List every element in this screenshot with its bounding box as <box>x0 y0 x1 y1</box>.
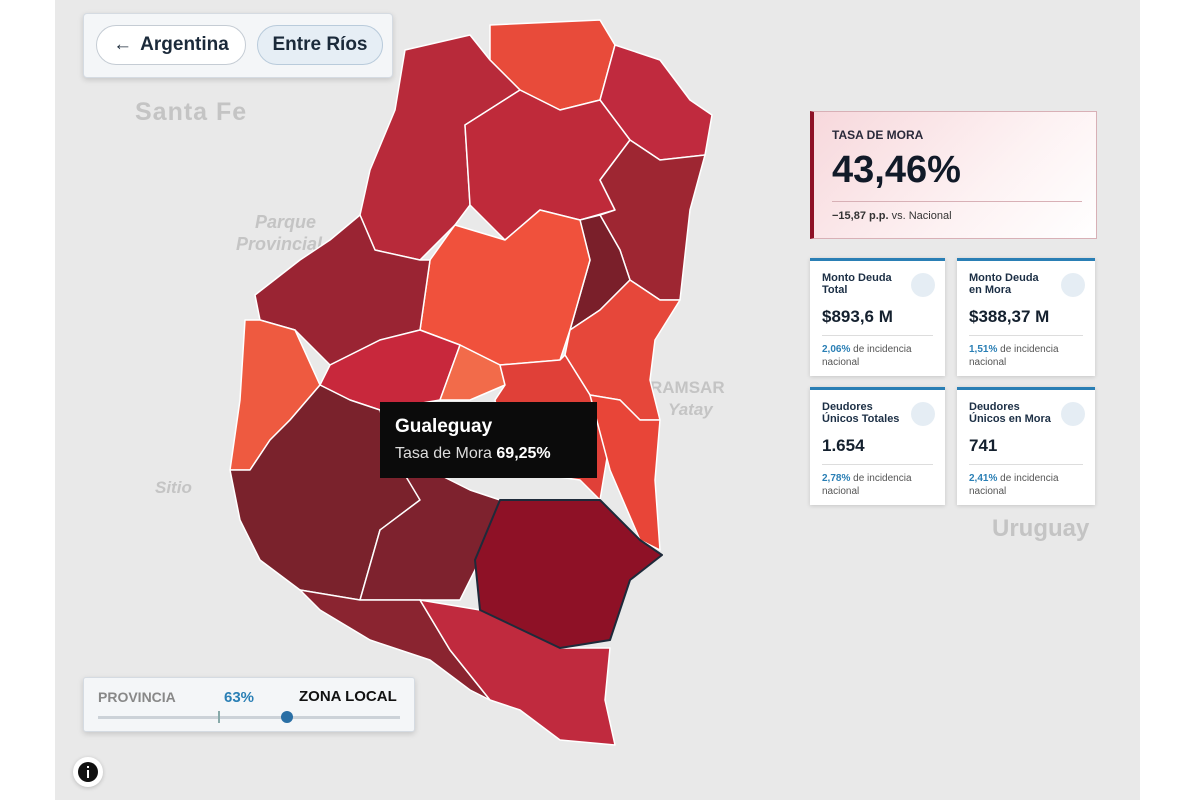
map-label: Provincial <box>236 234 323 254</box>
card-share: 2,06% <box>822 344 851 355</box>
department[interactable] <box>359 449 501 601</box>
card-share-suffix: de incidencia nacional <box>822 473 912 497</box>
card-value: 1.654 <box>822 436 865 455</box>
department[interactable] <box>589 394 661 551</box>
stat-card: Deudores Únicos en Mora 741 2,41% de inc… <box>957 387 1095 505</box>
summary-label: TASA DE MORA <box>832 128 924 142</box>
card-share: 1,51% <box>969 344 998 355</box>
card-share-suffix: de incidencia nacional <box>822 344 912 368</box>
department-selected[interactable] <box>474 499 663 649</box>
card-value: $893,6 M <box>822 307 893 326</box>
slider-track <box>98 716 400 719</box>
breadcrumb-back[interactable]: Argentina <box>140 34 229 55</box>
back-button[interactable]: ← Argentina <box>96 25 246 65</box>
summary-value: 43,46% <box>832 149 961 191</box>
card-share: 2,78% <box>822 473 851 484</box>
tooltip-label: Tasa de Mora <box>395 445 492 462</box>
slider-panel: PROVINCIA 63% ZONA LOCAL <box>83 677 415 732</box>
card-title: Deudores Únicos Totales <box>822 401 900 425</box>
slider-value: 63% <box>224 689 255 706</box>
tooltip-title: Gualeguay <box>395 416 493 437</box>
card-title: Monto Deuda en Mora <box>969 272 1039 296</box>
back-arrow: ← <box>113 34 133 55</box>
card-value: $388,37 M <box>969 307 1050 326</box>
card-share-suffix: de incidencia nacional <box>969 344 1059 368</box>
breadcrumb-current[interactable]: Entre Ríos <box>257 25 383 65</box>
summary-delta: −15,87 p.p. <box>832 210 889 222</box>
card-title: Deudores Únicos en Mora <box>969 401 1051 425</box>
summary-delta-suffix: vs. Nacional <box>891 210 952 222</box>
map-label: Sitio <box>155 478 192 497</box>
map-label: Yatay <box>668 400 713 419</box>
breadcrumb: ← Argentina Entre Ríos <box>83 13 393 78</box>
stat-card: Monto Deuda en Mora $388,37 M 1,51% de i… <box>957 258 1095 376</box>
info-button[interactable] <box>73 757 103 787</box>
slider-mark <box>218 711 220 723</box>
tooltip-value: 69,25% <box>496 445 551 462</box>
slider-knob[interactable] <box>281 711 293 723</box>
map-label: Santa Fe <box>135 98 248 126</box>
card-share: 2,41% <box>969 473 998 484</box>
map-label: Parque <box>255 212 317 232</box>
summary-card: TASA DE MORA 43,46% −15,87 p.p. vs. Naci… <box>810 111 1097 239</box>
tooltip: Gualeguay Tasa de Mora 69,25% <box>380 402 597 478</box>
card-share-suffix: de incidencia nacional <box>969 473 1059 497</box>
map-label: RAMSAR <box>650 378 725 397</box>
stat-card: Deudores Únicos Totales 1.654 2,78% de i… <box>810 387 945 505</box>
slider-left-label: PROVINCIA <box>98 689 176 705</box>
stat-card: Monto Deuda Total $893,6 M 2,06% de inci… <box>810 258 945 376</box>
map-label: Uruguay <box>992 515 1090 542</box>
department[interactable] <box>439 344 506 401</box>
slider-right-label: ZONA LOCAL <box>299 688 397 705</box>
card-value: 741 <box>969 436 998 455</box>
card-title: Monto Deuda Total <box>822 272 892 296</box>
